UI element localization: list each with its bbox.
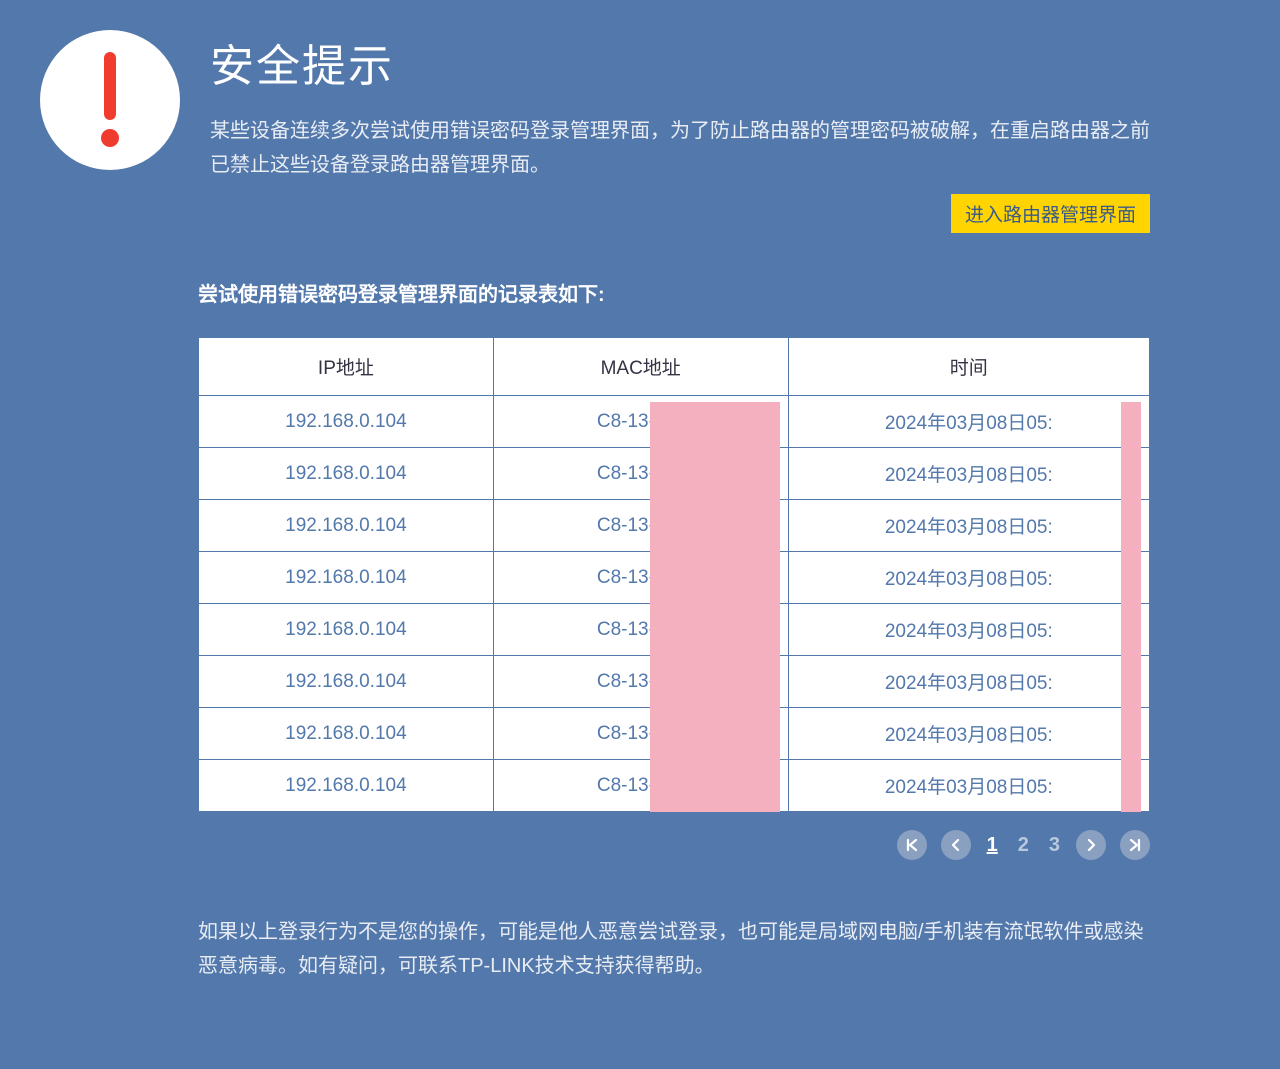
prev-page-button[interactable] <box>941 830 971 860</box>
column-header-ip: IP地址 <box>199 338 494 396</box>
table-row: 192.168.0.104C8-13-8B-2024年03月08日05: <box>199 604 1150 656</box>
redaction-block <box>650 402 780 448</box>
cell-ip: 192.168.0.104 <box>199 448 494 500</box>
table-row: 192.168.0.104C8-13-8B-2024年03月08日05: <box>199 760 1150 812</box>
cell-mac: C8-13-8B- <box>493 708 788 760</box>
first-page-button[interactable] <box>897 830 927 860</box>
cell-ip: 192.168.0.104 <box>199 656 494 708</box>
redaction-block <box>650 603 780 656</box>
cell-mac: C8-13-8B- <box>493 448 788 500</box>
next-page-button[interactable] <box>1076 830 1106 860</box>
table-row: 192.168.0.104C8-13-8B-2024年03月08日05: <box>199 500 1150 552</box>
login-attempts-table: IP地址 MAC地址 时间 192.168.0.104C8-13-8B-2024… <box>198 337 1150 812</box>
redaction-block <box>650 447 780 500</box>
page-number[interactable]: 1 <box>985 834 1000 857</box>
redaction-block <box>650 759 780 812</box>
cell-mac: C8-13-8B- <box>493 760 788 812</box>
table-row: 192.168.0.104C8-13-8B-2024年03月08日05: <box>199 552 1150 604</box>
redaction-block <box>1121 402 1141 448</box>
redaction-block <box>1121 707 1141 760</box>
pagination: 123 <box>198 830 1150 860</box>
table-caption: 尝试使用错误密码登录管理界面的记录表如下: <box>198 278 1150 307</box>
cell-time: 2024年03月08日05: <box>788 448 1149 500</box>
redaction-block <box>1121 551 1141 604</box>
exclamation-icon <box>40 30 180 170</box>
redaction-block <box>1121 499 1141 552</box>
redaction-block <box>650 499 780 552</box>
redaction-block <box>1121 447 1141 500</box>
cell-ip: 192.168.0.104 <box>199 760 494 812</box>
cell-mac: C8-13-8B- <box>493 656 788 708</box>
redaction-block <box>650 655 780 708</box>
redaction-block <box>1121 655 1141 708</box>
column-header-time: 时间 <box>788 338 1149 396</box>
cell-ip: 192.168.0.104 <box>199 500 494 552</box>
cell-time: 2024年03月08日05: <box>788 396 1149 448</box>
cell-ip: 192.168.0.104 <box>199 396 494 448</box>
page-title: 安全提示 <box>210 30 1150 94</box>
cell-ip: 192.168.0.104 <box>199 708 494 760</box>
table-row: 192.168.0.104C8-13-8B-2024年03月08日05: <box>199 708 1150 760</box>
table-row: 192.168.0.104C8-13-8B-2024年03月08日05: <box>199 448 1150 500</box>
footer-note: 如果以上登录行为不是您的操作，可能是他人恶意尝试登录，也可能是局域网电脑/手机装… <box>198 915 1150 983</box>
cell-time: 2024年03月08日05: <box>788 604 1149 656</box>
page-number[interactable]: 2 <box>1016 834 1031 857</box>
redaction-block <box>1121 603 1141 656</box>
column-header-mac: MAC地址 <box>493 338 788 396</box>
cell-time: 2024年03月08日05: <box>788 500 1149 552</box>
last-page-button[interactable] <box>1120 830 1150 860</box>
cell-mac: C8-13-8B- <box>493 396 788 448</box>
cell-time: 2024年03月08日05: <box>788 760 1149 812</box>
cell-mac: C8-13-8B- <box>493 552 788 604</box>
cell-mac: C8-13-8B- <box>493 500 788 552</box>
cell-ip: 192.168.0.104 <box>199 604 494 656</box>
alert-description: 某些设备连续多次尝试使用错误密码登录管理界面，为了防止路由器的管理密码被破解，在… <box>210 114 1150 182</box>
table-row: 192.168.0.104C8-13-8B-2024年03月08日05: <box>199 396 1150 448</box>
page-number[interactable]: 3 <box>1047 834 1062 857</box>
cell-time: 2024年03月08日05: <box>788 552 1149 604</box>
cell-ip: 192.168.0.104 <box>199 552 494 604</box>
cell-time: 2024年03月08日05: <box>788 656 1149 708</box>
redaction-block <box>650 551 780 604</box>
cell-mac: C8-13-8B- <box>493 604 788 656</box>
cell-time: 2024年03月08日05: <box>788 708 1149 760</box>
table-row: 192.168.0.104C8-13-8B-2024年03月08日05: <box>199 656 1150 708</box>
redaction-block <box>1121 759 1141 812</box>
security-alert-header: 安全提示 某些设备连续多次尝试使用错误密码登录管理界面，为了防止路由器的管理密码… <box>40 30 1150 233</box>
redaction-block <box>650 707 780 760</box>
enter-admin-button[interactable]: 进入路由器管理界面 <box>951 194 1150 233</box>
